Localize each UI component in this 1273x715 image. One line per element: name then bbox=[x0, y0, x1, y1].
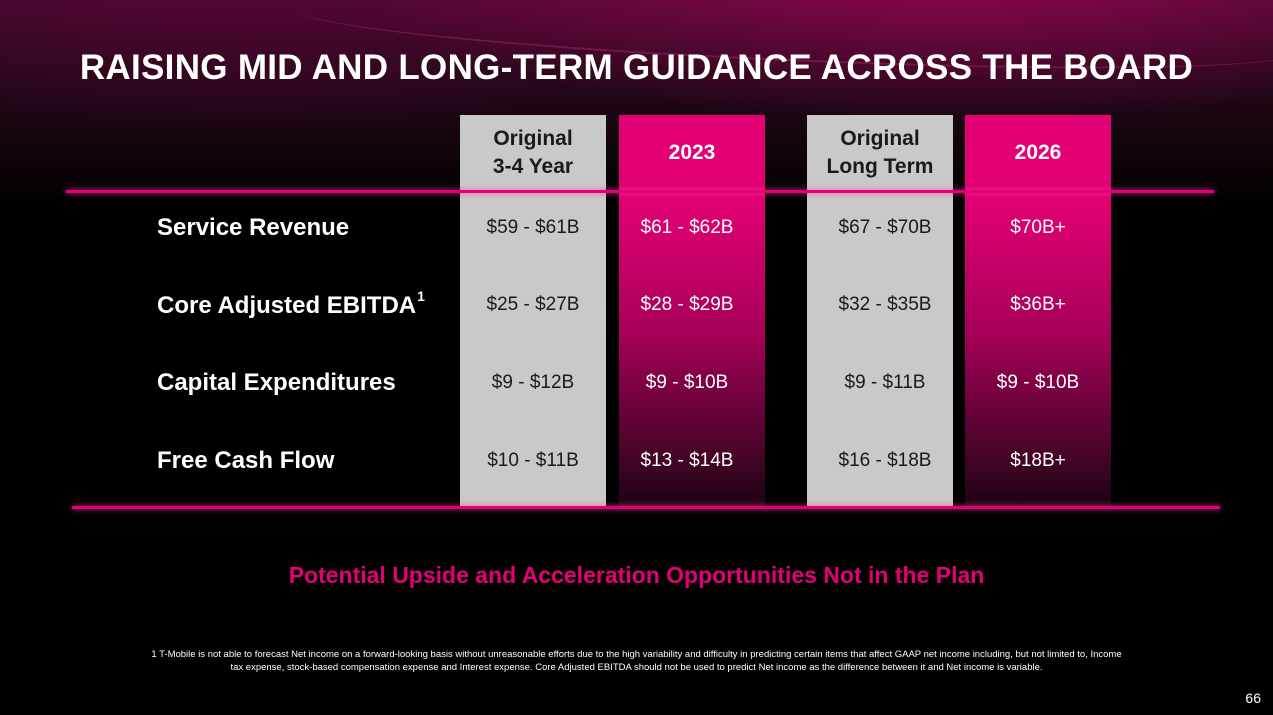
slide-title: RAISING MID AND LONG-TERM GUIDANCE ACROS… bbox=[79, 48, 1194, 87]
column-header: Original Long Term bbox=[826, 127, 934, 178]
table-cell: $18B+ bbox=[1010, 450, 1066, 471]
footnote: 1 T-Mobile is not able to forecast Net i… bbox=[151, 649, 1122, 673]
table-cell: $61 - $62B bbox=[640, 217, 734, 238]
table-cell: $59 - $61B bbox=[486, 217, 580, 238]
table-cell: $25 - $27B bbox=[486, 294, 580, 315]
table-cell: $10 - $11B bbox=[487, 450, 579, 471]
table-cell: $36B+ bbox=[1010, 294, 1066, 315]
row-label-free-cash-flow: Free Cash Flow bbox=[157, 447, 335, 474]
header-divider bbox=[66, 190, 1214, 193]
row-label-capital-expenditures: Capital Expenditures bbox=[157, 369, 396, 396]
table-cell: $67 - $70B bbox=[838, 217, 932, 238]
table-cell: $9 - $12B bbox=[491, 372, 575, 393]
table-bottom-divider bbox=[72, 506, 1220, 509]
column-header: 2026 bbox=[1014, 141, 1062, 164]
table-cell: $32 - $35B bbox=[838, 294, 932, 315]
table-cell: $16 - $18B bbox=[838, 450, 932, 471]
column-2026: 2026 bbox=[965, 115, 1111, 506]
table-cell: $9 - $10B bbox=[645, 372, 729, 393]
upside-callout: Potential Upside and Acceleration Opport… bbox=[288, 562, 985, 588]
footnote-marker: 1 bbox=[417, 288, 425, 304]
column-header: 2023 bbox=[668, 141, 716, 164]
table-cell: $70B+ bbox=[1010, 217, 1066, 238]
column-original-3-4-year: Original 3-4 Year bbox=[460, 115, 606, 506]
row-label-service-revenue: Service Revenue bbox=[157, 214, 350, 241]
column-header: Original 3-4 Year bbox=[492, 127, 574, 178]
column-2023: 2023 bbox=[619, 115, 765, 506]
table-cell: $9 - $11B bbox=[844, 372, 926, 393]
column-original-long-term: Original Long Term bbox=[807, 115, 953, 506]
page-number: 66 bbox=[1245, 690, 1261, 706]
table-cell: $13 - $14B bbox=[640, 450, 734, 471]
table-cell: $28 - $29B bbox=[640, 294, 734, 315]
row-label-core-adjusted-ebitda: Core Adjusted EBITDA1 bbox=[157, 288, 425, 319]
table-cell: $9 - $10B bbox=[996, 372, 1080, 393]
